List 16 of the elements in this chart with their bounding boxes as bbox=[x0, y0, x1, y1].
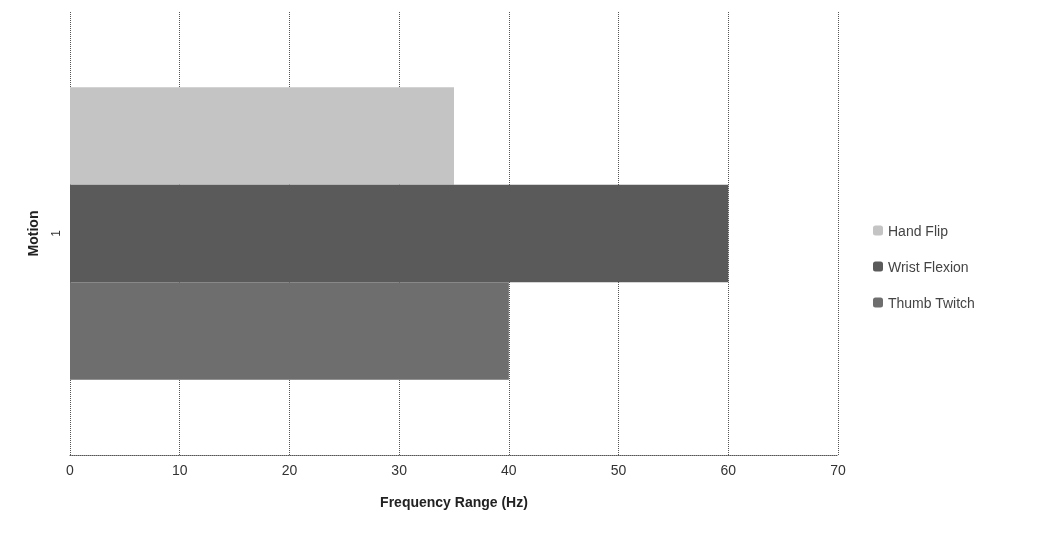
bar bbox=[70, 282, 509, 380]
legend-label: Thumb Twitch bbox=[888, 294, 975, 311]
x-tick-label: 30 bbox=[391, 462, 408, 478]
x-tick-label: 20 bbox=[281, 462, 298, 478]
x-tick-label: 10 bbox=[171, 462, 188, 478]
x-tick-label: 0 bbox=[66, 462, 75, 478]
x-axis-title: Frequency Range (Hz) bbox=[380, 494, 528, 510]
x-tick-label: 60 bbox=[720, 462, 737, 478]
y-tick-label: 1 bbox=[49, 229, 63, 237]
x-tick-label: 70 bbox=[830, 462, 846, 478]
legend-label: Hand Flip bbox=[888, 222, 949, 239]
x-tick-label: 40 bbox=[501, 462, 517, 478]
x-tick-label: 50 bbox=[610, 462, 627, 478]
y-axis-title: Motion bbox=[25, 210, 41, 257]
legend-label: Wrist Flexion bbox=[888, 258, 969, 275]
bar bbox=[70, 87, 454, 185]
